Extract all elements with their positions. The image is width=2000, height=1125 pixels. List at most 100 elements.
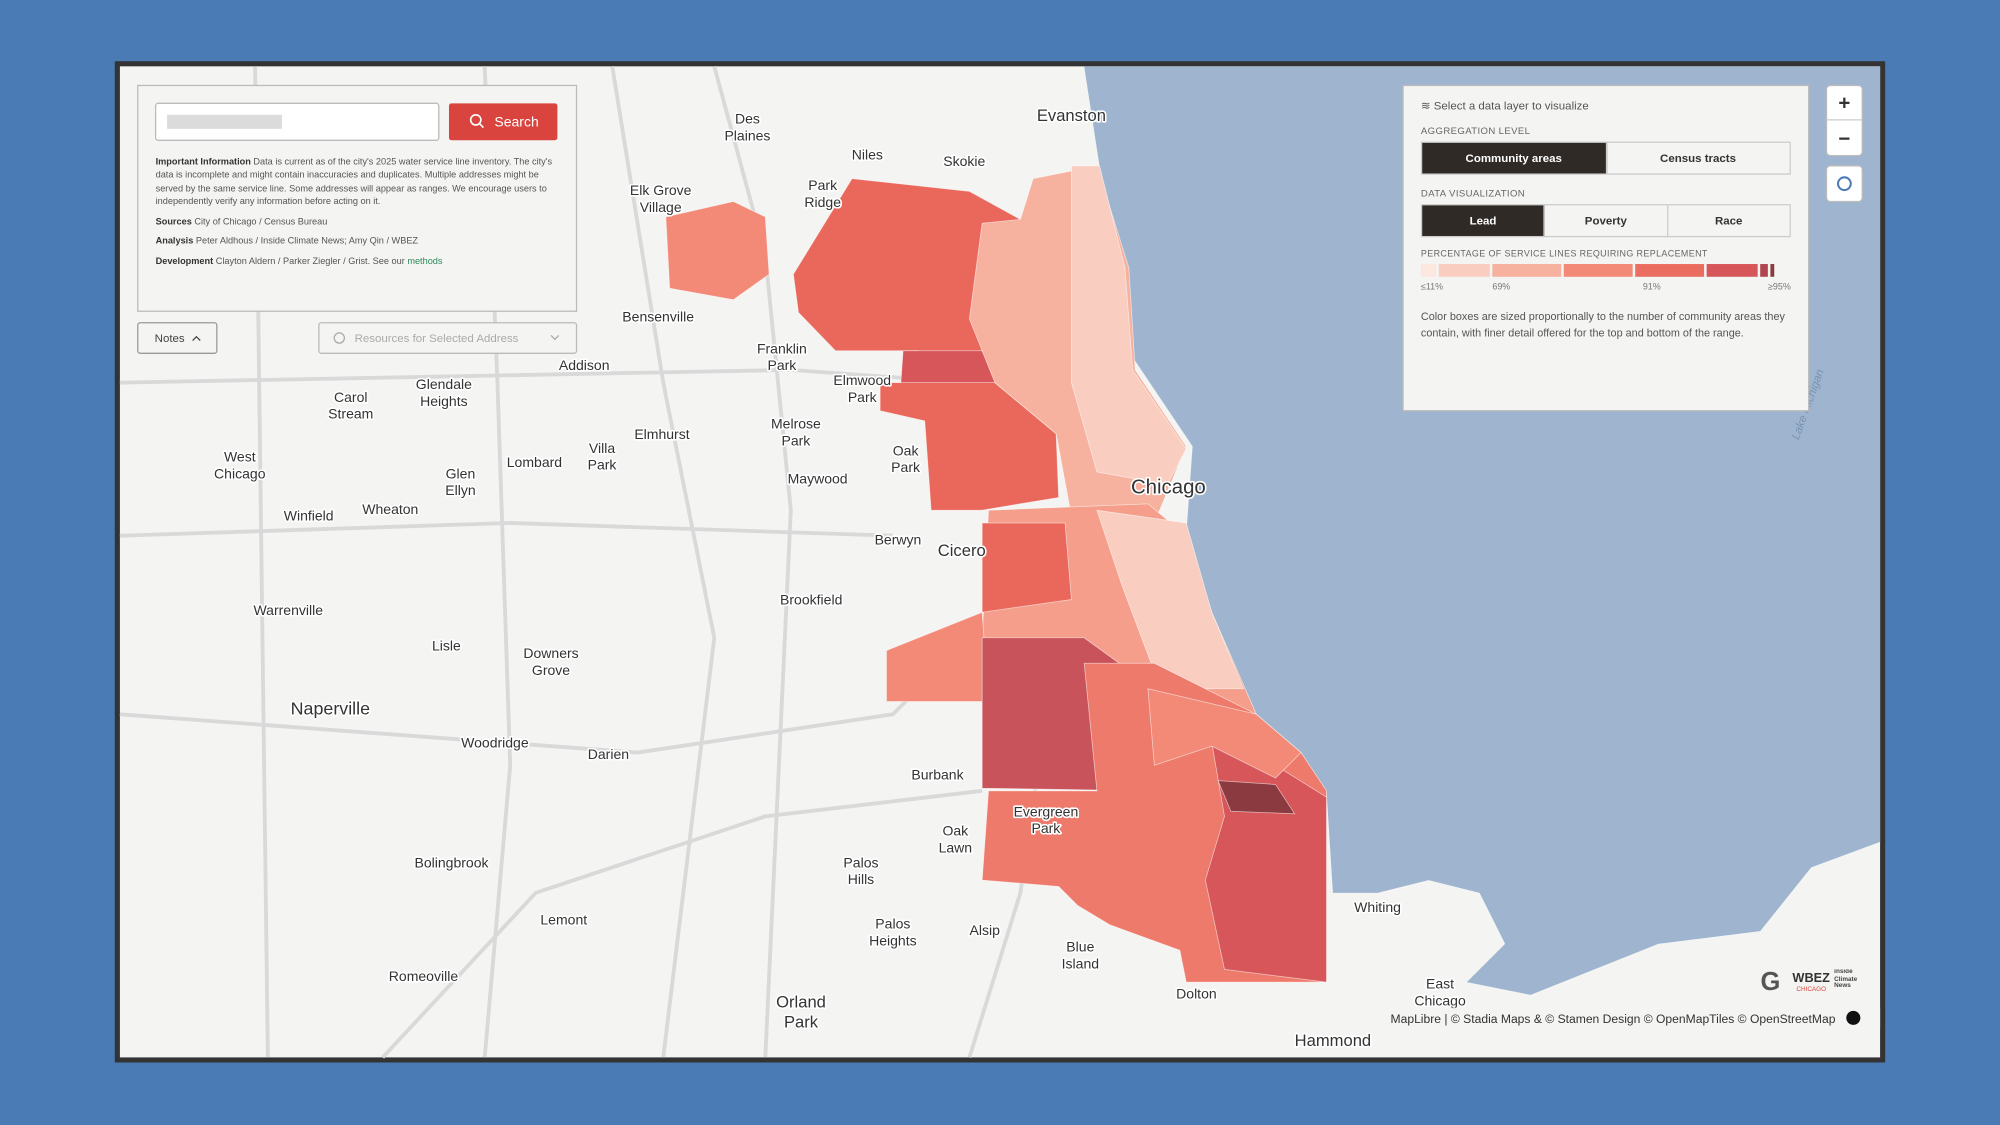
search-button[interactable] [448, 103, 558, 141]
place-label: Cicero [938, 541, 986, 560]
place-label: Plaines [724, 128, 770, 144]
place-labels: EvanstonSkokieDesPlainesNilesParkRidgeEl… [212, 105, 1467, 1052]
zoom-in[interactable]: + [1838, 93, 1850, 115]
wbez-sub: CHICAGO [1796, 986, 1826, 993]
icn-text: Inside Climate News [1834, 969, 1858, 990]
place-label: Park [782, 432, 812, 448]
place-label: Evergreen [1014, 803, 1079, 819]
attribution-bg [1339, 1007, 1881, 1029]
zoom-out[interactable]: − [1838, 128, 1850, 150]
wbez-logo: WBEZ [1792, 970, 1830, 985]
place-label: Skokie [943, 153, 985, 169]
place-label: Bolingbrook [415, 854, 490, 870]
place-label: Wheaton [362, 501, 418, 517]
place-label: Chicago [214, 466, 266, 482]
place-label: Chicago [1131, 477, 1206, 499]
place-label: Park [808, 177, 838, 193]
place-label: Island [1062, 955, 1099, 971]
place-label: Park [588, 457, 618, 473]
legend-box [1492, 264, 1562, 277]
place-label: Village [640, 199, 682, 215]
search-icon [479, 123, 485, 129]
search-input[interactable] [154, 102, 440, 141]
option[interactable]: Census tracts [1660, 151, 1736, 165]
legend-box [1420, 264, 1437, 277]
place-label: Dolton [1176, 986, 1217, 1002]
search-label: Search [494, 113, 538, 129]
legend-box [1563, 264, 1633, 277]
grist-logo: G [1760, 968, 1780, 996]
resources-button[interactable] [318, 322, 578, 354]
place-label: Ridge [804, 194, 841, 210]
option[interactable]: Poverty [1545, 205, 1668, 236]
layer-body: ≋ Select a data layer to visualize AGGRE… [1411, 94, 1801, 346]
legend-labels: ≤11% 69% 91% ≥95% [1421, 283, 1791, 298]
option[interactable]: Race [1715, 214, 1743, 228]
place-label: Park [891, 459, 921, 475]
place-label: East [1426, 976, 1454, 992]
place-label: Lemont [540, 912, 587, 928]
place-label: Berwyn [875, 532, 922, 548]
legend-box [1760, 264, 1768, 277]
place-label: Lombard [507, 454, 562, 470]
legend-note: Color boxes are sized proportionally to … [1420, 309, 1785, 339]
place-label: Alsip [969, 922, 1000, 938]
heading: Select a data layer to visualize [1433, 99, 1589, 113]
legend-box [1706, 264, 1758, 277]
choropleth [665, 165, 1327, 983]
option[interactable]: Community areas [1422, 142, 1607, 174]
place-label: Park [784, 1013, 819, 1032]
legend-label: 91% [1642, 283, 1661, 293]
place-label: Whiting [1354, 899, 1401, 915]
label: Important Information [155, 155, 251, 168]
option[interactable]: Lead [1422, 205, 1546, 236]
place-label: Stream [328, 406, 373, 422]
place-label: Chicago [1414, 992, 1466, 1008]
area [981, 522, 1072, 613]
place-label: Winfield [284, 507, 334, 523]
road [119, 521, 893, 538]
notes-button[interactable] [137, 322, 218, 354]
place-label: Franklin [757, 340, 807, 356]
place-label: Park [1032, 820, 1062, 836]
place-label: Hills [848, 871, 874, 887]
text: Clayton Aldern / Parker Ziegler / Grist.… [215, 254, 405, 267]
aggregation-toggle: Community areas Census tracts [1420, 141, 1791, 175]
text: City of Chicago / Census Bureau [194, 215, 328, 227]
place-label: Evanston [1037, 106, 1106, 125]
info-icon[interactable] [1846, 1010, 1861, 1025]
place-label: Park [767, 357, 797, 373]
place-label: Blue [1066, 939, 1094, 955]
area [1217, 780, 1296, 815]
place-label: Glendale [416, 376, 472, 392]
place-label: Lisle [432, 638, 461, 654]
development: Development Clayton Aldern / Parker Zieg… [156, 255, 557, 268]
road [712, 65, 793, 1058]
label: Sources [155, 215, 192, 227]
place-label: Addison [559, 357, 610, 373]
legend-box [1635, 264, 1705, 277]
layer-controls: ≋ Select a data layer to visualize AGGRE… [1411, 94, 1801, 346]
place-label: Des [735, 111, 760, 127]
place-label: Oak [893, 442, 920, 458]
place-label: Elmwood [833, 372, 891, 388]
legend-label: ≥95% [1768, 283, 1791, 293]
place-label: Burbank [911, 766, 964, 782]
place-label: Woodridge [461, 734, 529, 750]
analysis: Analysis Peter Aldhous / Inside Climate … [156, 235, 557, 248]
layer-panel [1402, 84, 1810, 412]
area [665, 201, 770, 301]
reset-icon [1836, 176, 1852, 192]
place-label: Elmhurst [634, 426, 689, 442]
methods-link[interactable]: methods [407, 254, 443, 267]
reset-button[interactable] [1825, 165, 1863, 203]
place-label: Ellyn [445, 482, 475, 498]
place-label: Naperville [291, 698, 370, 718]
place-label: Lawn [939, 839, 973, 855]
blurred-address [167, 114, 282, 129]
place-label: Bensenville [622, 308, 694, 324]
place-label: Heights [869, 932, 917, 948]
icn-logo: Inside Climate News [1834, 969, 1858, 990]
chevron [550, 335, 560, 341]
